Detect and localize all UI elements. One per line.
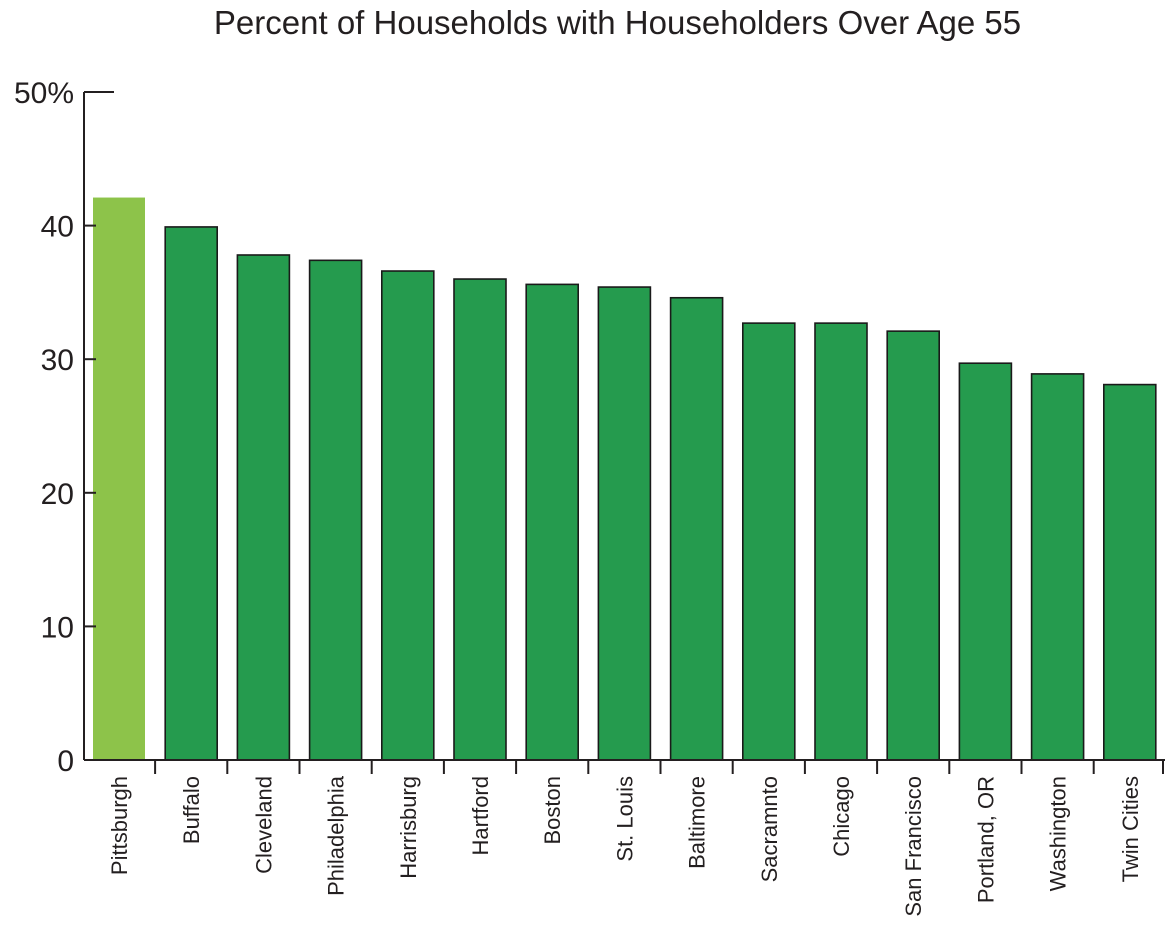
x-category-label: Washington [1046,776,1071,891]
x-category-label: Pittsburgh [107,776,132,875]
x-category-label: Portland, OR [973,776,998,903]
y-tick-label: 30 [41,344,74,377]
bar [236,254,291,761]
x-category-label: Baltimore [685,776,710,869]
y-tick-label: 50% [14,77,74,110]
bar [525,283,580,761]
x-category-label: Hartford [468,776,493,855]
bar [597,286,652,761]
y-tick-label: 10 [41,611,74,644]
x-category-label: Philadelphia [324,775,349,896]
x-category-label: Chicago [829,776,854,857]
x-category-label: Cleveland [251,776,276,874]
y-tick-label: 0 [57,745,74,778]
x-category-label: Sacramnto [757,776,782,882]
y-tick-label: 40 [41,211,74,244]
bar [741,322,796,761]
bar [1103,383,1157,761]
bar [814,322,868,761]
x-category-label: Harrisburg [396,776,421,879]
bar [164,226,218,761]
x-category-label: San Francisco [901,776,926,917]
bar [380,270,435,761]
bar [669,296,724,761]
x-category-label: Boston [540,776,565,845]
x-category-label: Twin Cities [1118,776,1143,882]
bar [1030,373,1085,761]
x-category-label: Buffalo [179,776,204,844]
chart-title: Percent of Households with Householders … [213,4,1022,41]
x-category-label: St. Louis [612,776,637,862]
bar [958,362,1013,761]
bar [453,278,507,761]
bar [308,259,363,761]
y-tick-label: 20 [41,478,74,511]
bar [886,330,941,761]
bar-highlight [93,197,145,760]
